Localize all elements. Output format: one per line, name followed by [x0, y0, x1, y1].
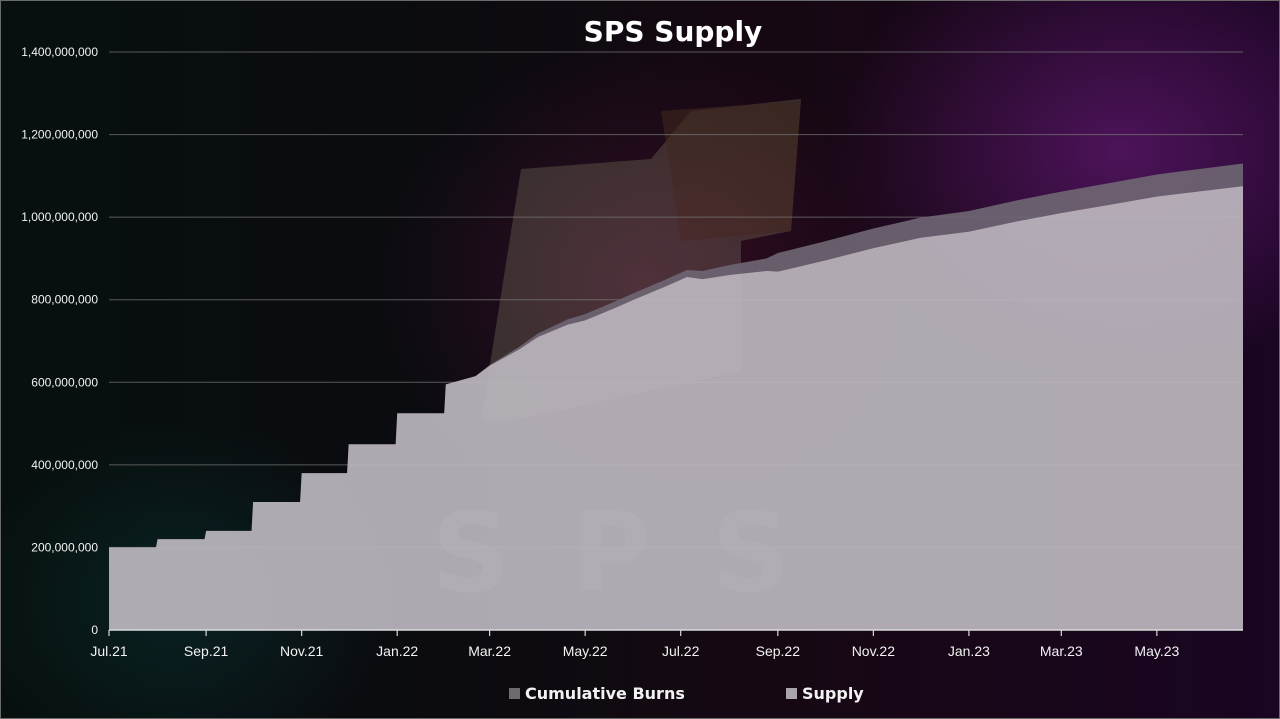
legend-swatch [509, 688, 520, 699]
y-tick-label: 1,200,000,000 [21, 128, 98, 142]
chart-title: SPS Supply [584, 15, 763, 48]
x-tick-label: May.22 [563, 643, 608, 659]
y-tick-label: 800,000,000 [31, 293, 98, 307]
x-tick-label: Nov.21 [280, 643, 324, 659]
y-tick-label: 0 [91, 623, 98, 637]
x-tick-label: Jan.22 [376, 643, 418, 659]
x-tick-label: Mar.22 [468, 643, 511, 659]
x-tick-label: Mar.23 [1040, 643, 1083, 659]
y-tick-label: 1,400,000,000 [21, 45, 98, 59]
legend: Cumulative Burns Supply [509, 684, 864, 703]
x-tick-label: Sep.21 [184, 643, 229, 659]
x-tick-label: May.23 [1134, 643, 1179, 659]
y-tick-label: 400,000,000 [31, 458, 98, 472]
x-tick-label: Sep.22 [756, 643, 801, 659]
legend-swatch [786, 688, 797, 699]
axes: 0 200,000,000 400,000,000 600,000,000 800,00… [21, 45, 1243, 659]
legend-label: Supply [802, 684, 864, 703]
x-tick-label: Jan.23 [948, 643, 990, 659]
y-tick-label: 1,000,000,000 [21, 210, 98, 224]
legend-label: Cumulative Burns [525, 684, 685, 703]
x-tick-label: Jul.21 [90, 643, 128, 659]
x-tick-label: Jul.22 [662, 643, 700, 659]
x-tick-label: Nov.22 [852, 643, 896, 659]
y-tick-label: 600,000,000 [31, 375, 98, 389]
supply-area [109, 186, 1243, 630]
plot-areas [109, 163, 1243, 630]
y-tick-label: 200,000,000 [31, 540, 98, 554]
